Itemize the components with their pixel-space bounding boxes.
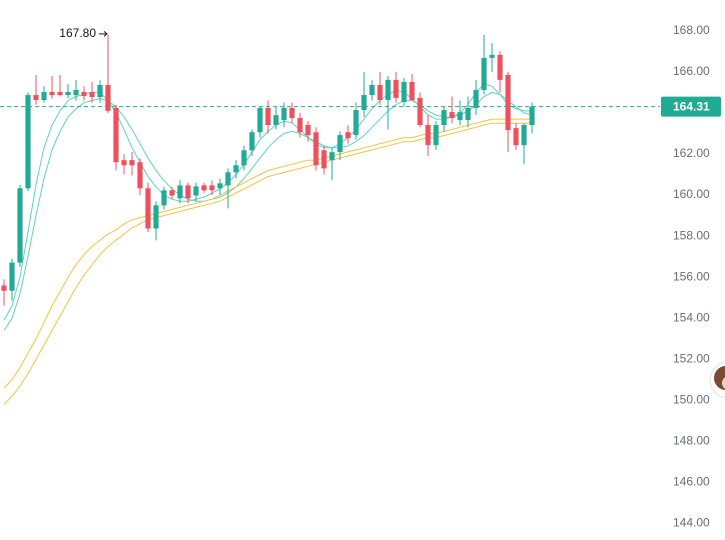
candle-body (297, 118, 303, 133)
y-tick-label: 166.00 (673, 64, 710, 78)
candle-body (25, 95, 31, 189)
y-tick-label: 148.00 (673, 434, 710, 448)
last-price-box (661, 96, 721, 117)
last-price-label: 164.31 (673, 100, 710, 114)
y-tick-label: 160.00 (673, 187, 710, 201)
candle-body (177, 185, 183, 199)
candle-body (201, 185, 207, 191)
candle-body (249, 132, 255, 151)
candle-body (17, 188, 23, 263)
candle-body (377, 85, 383, 100)
candle-body (273, 115, 279, 126)
candle-body (441, 110, 447, 126)
candle-body (353, 110, 359, 136)
candle-body (481, 57, 487, 90)
candle-body (385, 79, 391, 100)
y-tick-label: 152.00 (673, 351, 710, 365)
candle-body (217, 183, 223, 189)
candle-body (305, 125, 311, 136)
y-tick-label: 168.00 (673, 23, 710, 37)
candle-body (393, 79, 399, 98)
candle-body (401, 81, 407, 103)
candle-body (513, 128, 519, 146)
candle-body (529, 106, 535, 126)
candle-body (9, 262, 15, 291)
candle-body (521, 125, 527, 146)
candle-body (265, 108, 271, 126)
candle-body (137, 162, 143, 189)
candle-body (505, 74, 511, 131)
y-tick-label: 150.00 (673, 393, 710, 407)
candle-body (41, 91, 47, 100)
candle-body (473, 89, 479, 108)
candle-body (321, 150, 327, 169)
candle-body (185, 185, 191, 199)
y-tick-label: 154.00 (673, 310, 710, 324)
candle-body (209, 185, 215, 191)
max-annotation-arrowhead (103, 31, 108, 37)
candle-body (361, 95, 367, 111)
ma-line (3, 118, 532, 389)
candle-body (113, 108, 119, 163)
avatar (709, 361, 725, 399)
candle-body (337, 135, 343, 153)
candle-body (345, 132, 351, 139)
candle-body (329, 152, 335, 161)
candle-body (57, 91, 63, 96)
max-annotation-label: 167.80 (59, 26, 96, 40)
candle-body (289, 108, 295, 119)
candle-body (161, 190, 167, 206)
candle-body (73, 89, 79, 96)
candle-body (145, 188, 151, 229)
candle-body (497, 54, 503, 80)
candle-body (257, 108, 263, 133)
candle-body (281, 108, 287, 121)
ma-line (3, 122, 532, 405)
candle-body (169, 190, 175, 196)
candle-body (233, 165, 239, 173)
candle-body (241, 150, 247, 166)
candle-body (97, 85, 103, 98)
candle-body (433, 125, 439, 146)
y-tick-label: 144.00 (673, 516, 710, 530)
candle-body (1, 285, 7, 291)
candle-body (33, 95, 39, 100)
y-tick-label: 156.00 (673, 269, 710, 283)
candle-body (409, 81, 415, 100)
y-tick-label: 146.00 (673, 475, 710, 489)
candle-body (121, 160, 127, 166)
candle-body (369, 85, 375, 96)
candle-body (489, 54, 495, 58)
candle-body (89, 91, 95, 98)
y-tick-label: 162.00 (673, 146, 710, 160)
candle-body (65, 91, 71, 96)
candle-body (449, 112, 455, 119)
candle-body (225, 172, 231, 186)
candle-body (153, 205, 159, 229)
candle-body (193, 186, 199, 196)
candle-body (105, 85, 111, 111)
candle-body (457, 112, 463, 121)
candle-body (81, 91, 87, 97)
candle-body (49, 91, 55, 96)
y-tick-label: 158.00 (673, 228, 710, 242)
candle-body (465, 108, 471, 121)
candle-body (313, 132, 319, 166)
candle-body (425, 125, 431, 146)
candle-body (417, 97, 423, 126)
candle-body (129, 160, 135, 166)
